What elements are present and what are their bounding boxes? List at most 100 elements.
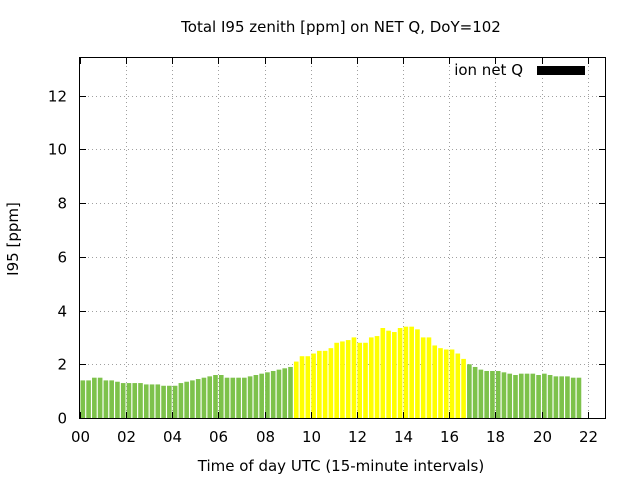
bar bbox=[518, 373, 524, 418]
x-tick-label: 16 bbox=[440, 428, 459, 446]
bar bbox=[155, 384, 161, 418]
bar bbox=[109, 380, 114, 418]
bar bbox=[553, 376, 559, 418]
bar bbox=[443, 349, 449, 418]
bar bbox=[311, 353, 316, 418]
bar bbox=[374, 336, 380, 418]
bar bbox=[432, 345, 438, 418]
bar bbox=[576, 377, 582, 418]
bar bbox=[299, 356, 305, 418]
bar bbox=[403, 326, 409, 418]
bar bbox=[276, 369, 282, 418]
bar bbox=[386, 330, 391, 418]
bar bbox=[195, 379, 201, 418]
bar bbox=[380, 328, 386, 418]
bar bbox=[415, 329, 420, 418]
bar bbox=[570, 377, 576, 418]
bar bbox=[409, 326, 414, 418]
bar bbox=[132, 383, 138, 418]
bar bbox=[449, 349, 455, 418]
bar bbox=[455, 353, 461, 418]
bar bbox=[490, 370, 495, 418]
y-tick-label: 4 bbox=[57, 303, 67, 321]
bar bbox=[97, 377, 103, 418]
x-tick-label: 04 bbox=[163, 428, 182, 446]
bar bbox=[565, 376, 570, 418]
bar bbox=[218, 375, 224, 418]
bar bbox=[259, 373, 264, 418]
bar bbox=[115, 381, 120, 418]
bar bbox=[392, 332, 397, 418]
y-axis-label: I95 [ppm] bbox=[4, 202, 22, 276]
bar bbox=[149, 384, 155, 418]
x-tick-label: 00 bbox=[71, 428, 90, 446]
bar bbox=[242, 377, 247, 418]
x-axis-label: Time of day UTC (15-minute intervals) bbox=[197, 457, 484, 475]
bar bbox=[138, 383, 143, 418]
y-tick-label: 2 bbox=[57, 356, 67, 374]
x-tick-label: 10 bbox=[302, 428, 321, 446]
y-tick-label: 10 bbox=[48, 141, 67, 159]
bar bbox=[467, 364, 472, 418]
bar bbox=[322, 350, 328, 418]
bar bbox=[126, 383, 132, 418]
bar bbox=[253, 375, 259, 418]
bar bbox=[305, 356, 311, 418]
x-tick-label: 20 bbox=[533, 428, 552, 446]
bar bbox=[190, 380, 195, 418]
bar bbox=[507, 373, 513, 418]
bar bbox=[80, 380, 86, 418]
legend: ion net Q bbox=[454, 61, 585, 79]
bar bbox=[328, 348, 334, 418]
bar bbox=[184, 381, 189, 418]
y-tick-label: 6 bbox=[57, 249, 67, 267]
bar bbox=[167, 385, 172, 418]
chart-title: Total I95 zenith [ppm] on NET Q, DoY=102 bbox=[180, 18, 501, 36]
bar bbox=[351, 337, 357, 418]
bar bbox=[293, 361, 299, 418]
bar bbox=[559, 376, 564, 418]
bar bbox=[178, 383, 184, 418]
bar bbox=[420, 337, 426, 418]
bar bbox=[345, 340, 351, 418]
bar bbox=[224, 377, 230, 418]
bar bbox=[495, 370, 501, 418]
bar bbox=[472, 366, 478, 418]
bar bbox=[363, 342, 368, 418]
y-tick-label: 0 bbox=[57, 410, 67, 428]
bar bbox=[513, 375, 518, 418]
bar bbox=[161, 385, 166, 418]
bar bbox=[530, 373, 536, 418]
bar bbox=[438, 348, 443, 418]
bar bbox=[201, 377, 207, 418]
x-tick-label: 14 bbox=[394, 428, 413, 446]
grid bbox=[80, 58, 605, 418]
bar bbox=[288, 366, 293, 418]
bar bbox=[334, 342, 339, 418]
bar bbox=[236, 377, 241, 418]
bar bbox=[92, 377, 97, 418]
bar bbox=[282, 368, 288, 418]
bar bbox=[172, 385, 178, 418]
bar bbox=[547, 375, 553, 418]
bar bbox=[484, 370, 489, 418]
bar bbox=[247, 376, 253, 418]
bar bbox=[357, 342, 363, 418]
bar bbox=[120, 383, 126, 418]
bar bbox=[103, 380, 109, 418]
y-tick-label: 8 bbox=[57, 195, 67, 213]
bar bbox=[368, 337, 374, 418]
x-tick-label: 06 bbox=[209, 428, 228, 446]
bar bbox=[86, 380, 91, 418]
bar bbox=[501, 372, 507, 418]
x-tick-label: 12 bbox=[348, 428, 367, 446]
legend-label: ion net Q bbox=[454, 61, 523, 79]
bar bbox=[270, 370, 276, 418]
bar bbox=[478, 369, 484, 418]
bar bbox=[207, 376, 213, 418]
y-tick-label: 12 bbox=[48, 88, 67, 106]
bar bbox=[426, 337, 432, 418]
bar bbox=[340, 341, 345, 418]
